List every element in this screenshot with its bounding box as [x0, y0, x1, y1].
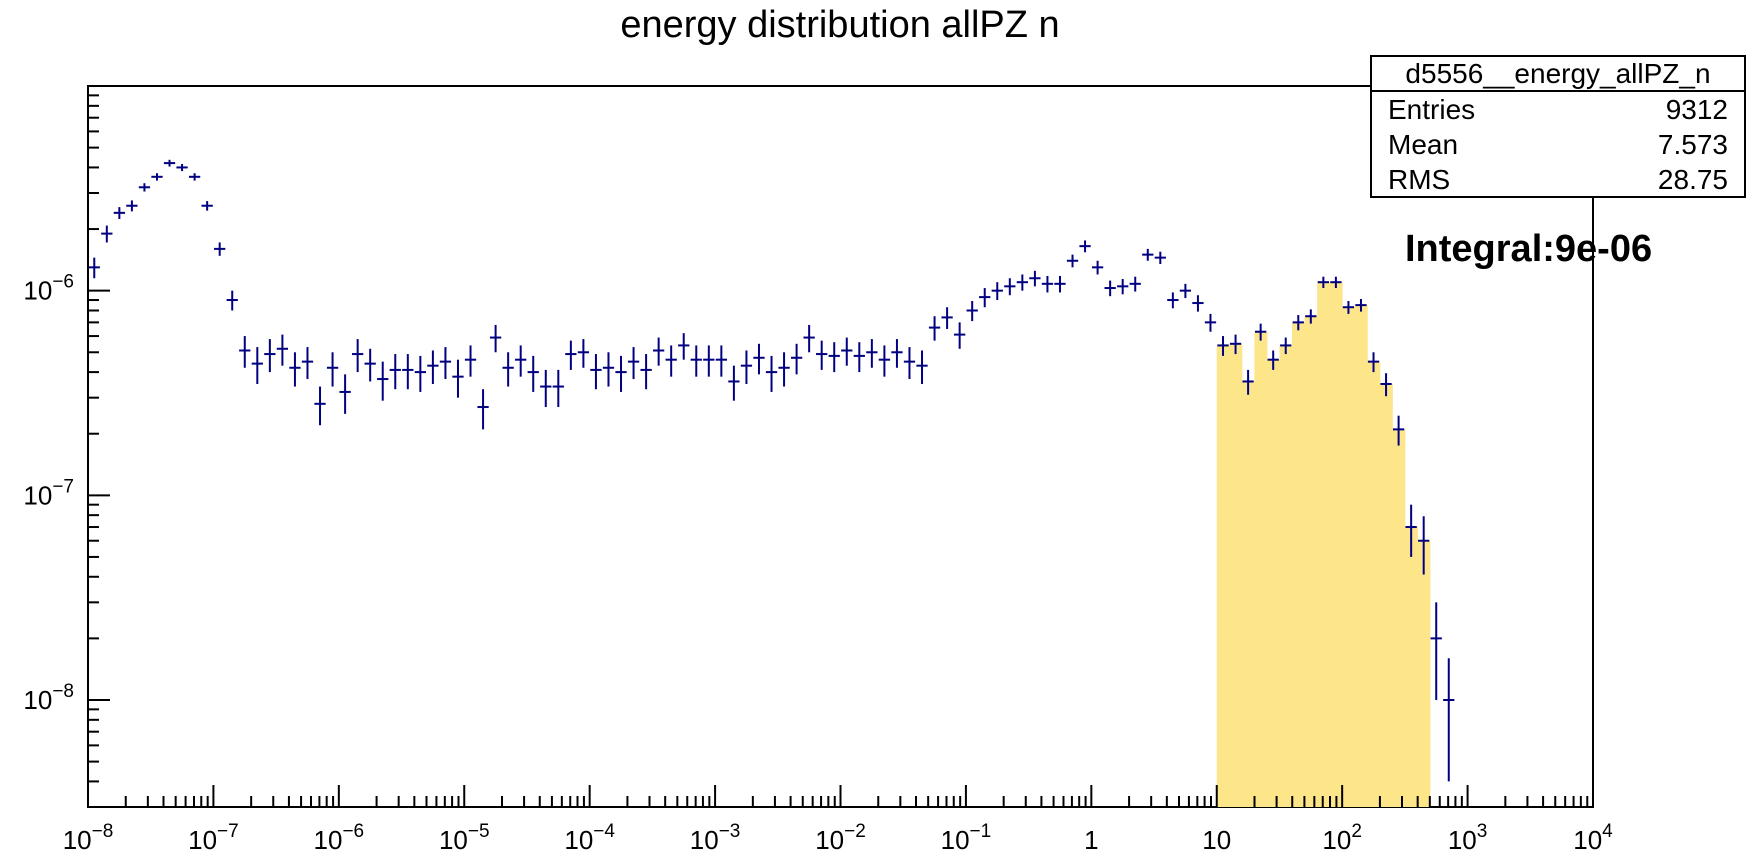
x-tick-label: 10−1: [941, 821, 992, 855]
y-tick-label: 10−8: [23, 681, 74, 715]
y-tick-label: 10−7: [23, 476, 74, 510]
x-tick-label: 10: [1202, 825, 1231, 855]
chart-title: energy distribution allPZ n: [620, 4, 1060, 46]
stats-row-mean: Mean 7.573: [1372, 127, 1744, 162]
stats-row-rms: RMS 28.75: [1372, 162, 1744, 197]
stats-mean-value: 7.573: [1657, 129, 1728, 160]
highlight-bar: [1342, 307, 1356, 807]
highlight-fill-area: [1216, 282, 1431, 807]
highlight-bar: [1254, 331, 1268, 807]
x-tick-label: 10−7: [188, 821, 239, 855]
highlight-bar: [1292, 322, 1306, 807]
integral-annotation: Integral:9e-06: [1405, 228, 1653, 270]
highlight-bar: [1404, 527, 1418, 807]
x-tick-label: 10−5: [439, 821, 490, 855]
data-markers: [88, 159, 1455, 782]
x-tick-label: 10−3: [690, 821, 741, 855]
highlight-bar: [1392, 429, 1406, 807]
highlight-bar: [1304, 316, 1318, 807]
x-tick-label: 103: [1448, 821, 1488, 855]
highlight-bar: [1216, 345, 1230, 807]
highlight-bar: [1367, 361, 1381, 807]
highlight-bar: [1329, 282, 1343, 807]
stats-rms-value: 28.75: [1657, 164, 1728, 195]
stats-entries-value: 9312: [1665, 94, 1728, 125]
x-tick-label: 10−2: [815, 821, 866, 855]
stats-entries-label: Entries: [1388, 94, 1476, 125]
highlight-bar: [1379, 383, 1393, 807]
stats-box: d5556__energy_allPZ_n Entries 9312 Mean …: [1370, 55, 1746, 198]
stats-rms-label: RMS: [1388, 164, 1451, 195]
x-tick-label: 1: [1084, 825, 1098, 855]
x-tick-label: 104: [1573, 821, 1613, 855]
y-tick-label: 10−6: [23, 272, 74, 306]
stats-histogram-name: d5556__energy_allPZ_n: [1372, 57, 1744, 92]
highlight-bar: [1279, 345, 1293, 807]
x-tick-label: 10−8: [63, 821, 114, 855]
highlight-bar: [1317, 282, 1331, 807]
highlight-bar: [1266, 359, 1280, 807]
highlight-bar: [1229, 343, 1243, 807]
x-tick-label: 102: [1322, 821, 1362, 855]
stats-row-entries: Entries 9312: [1372, 92, 1744, 127]
highlight-bar: [1354, 305, 1368, 807]
stats-mean-label: Mean: [1388, 129, 1459, 160]
x-tick-label: 10−6: [314, 821, 365, 855]
x-tick-label: 10−4: [564, 821, 615, 855]
axes: 10−8 10−7 10−6 10−5 10−4 10−3 10−2 10−1 1 10 102 10…: [23, 85, 1613, 855]
highlight-bar: [1241, 381, 1255, 807]
highlight-bar: [1417, 540, 1431, 807]
